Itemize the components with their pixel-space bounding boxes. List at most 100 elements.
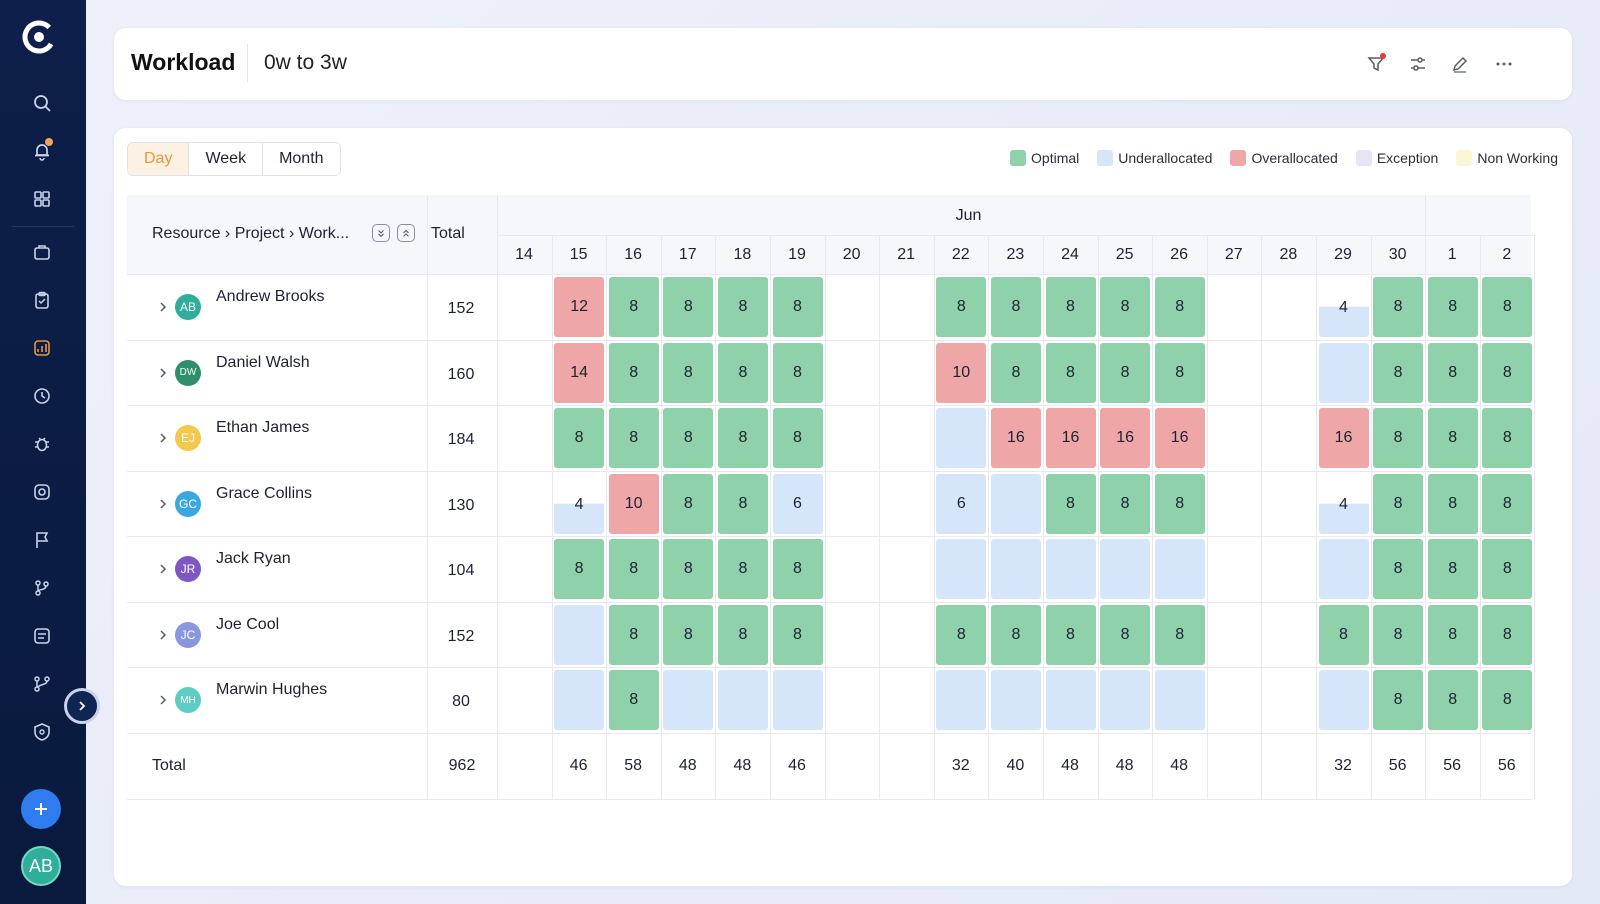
- resource-row[interactable]: JR Jack Ryan 104: [127, 536, 497, 602]
- allocation-cell[interactable]: 8: [608, 277, 659, 337]
- allocation-cell[interactable]: 8: [608, 539, 659, 599]
- date-range-label[interactable]: 0w to 3w: [264, 51, 347, 74]
- allocation-cell[interactable]: [990, 473, 1041, 534]
- allocation-cell[interactable]: [663, 670, 714, 730]
- allocation-cell[interactable]: [717, 670, 768, 730]
- allocation-cell[interactable]: 6: [772, 473, 823, 534]
- sliders-icon[interactable]: [1404, 50, 1432, 78]
- allocation-cell[interactable]: 8: [663, 277, 714, 337]
- allocation-cell[interactable]: 8: [1427, 670, 1478, 730]
- allocation-cell[interactable]: 6: [936, 473, 987, 534]
- allocation-cell[interactable]: 8: [1427, 342, 1478, 403]
- allocation-cell[interactable]: 8: [936, 604, 987, 665]
- allocation-cell[interactable]: 14: [554, 342, 605, 403]
- resource-row[interactable]: MH Marwin Hughes 80: [127, 667, 497, 733]
- allocation-cell[interactable]: 8: [608, 408, 659, 468]
- allocation-cell[interactable]: 8: [1482, 539, 1533, 599]
- view-week-button[interactable]: Week: [189, 143, 264, 175]
- collapse-all-button[interactable]: [397, 224, 415, 242]
- chevron-right-icon[interactable]: [156, 628, 170, 642]
- allocation-cell[interactable]: 4: [1318, 277, 1369, 337]
- allocation-cell[interactable]: 8: [1100, 604, 1151, 665]
- allocation-cell[interactable]: [1045, 539, 1096, 599]
- allocation-cell[interactable]: 8: [1373, 342, 1424, 403]
- allocation-cell[interactable]: [1318, 539, 1369, 599]
- allocation-cell[interactable]: 8: [990, 342, 1041, 403]
- chevron-right-icon[interactable]: [156, 431, 170, 445]
- edit-icon[interactable]: [1446, 50, 1474, 78]
- list-icon[interactable]: [28, 622, 56, 650]
- allocation-cell[interactable]: 8: [1373, 408, 1424, 468]
- allocation-cell[interactable]: 8: [1154, 473, 1205, 534]
- allocation-cell[interactable]: [1045, 670, 1096, 730]
- add-button[interactable]: [21, 789, 61, 829]
- allocation-cell[interactable]: 8: [1045, 277, 1096, 337]
- allocation-cell[interactable]: 8: [1045, 473, 1096, 534]
- more-options-icon[interactable]: [1490, 50, 1518, 78]
- allocation-cell[interactable]: [1100, 539, 1151, 599]
- allocation-cell[interactable]: [554, 604, 605, 665]
- allocation-cell[interactable]: 8: [1154, 277, 1205, 337]
- allocation-cell[interactable]: [990, 539, 1041, 599]
- allocation-cell[interactable]: 8: [1482, 604, 1533, 665]
- allocation-cell[interactable]: 8: [554, 408, 605, 468]
- allocation-cell[interactable]: 8: [1427, 408, 1478, 468]
- allocation-cell[interactable]: 8: [1318, 604, 1369, 665]
- allocation-cell[interactable]: 8: [1045, 604, 1096, 665]
- grid-icon[interactable]: [28, 185, 56, 213]
- filter-icon[interactable]: [1362, 50, 1390, 78]
- allocation-cell[interactable]: [990, 670, 1041, 730]
- resource-row[interactable]: DW Daniel Walsh 160: [127, 340, 497, 406]
- allocation-cell[interactable]: 8: [1373, 539, 1424, 599]
- allocation-cell[interactable]: 16: [1100, 408, 1151, 468]
- allocation-cell[interactable]: [936, 408, 987, 468]
- allocation-cell[interactable]: 8: [1373, 670, 1424, 730]
- resource-row[interactable]: GC Grace Collins 130: [127, 471, 497, 537]
- allocation-cell[interactable]: 10: [936, 342, 987, 403]
- chevron-right-icon[interactable]: [156, 693, 170, 707]
- allocation-cell[interactable]: 16: [1318, 408, 1369, 468]
- allocation-cell[interactable]: 16: [1154, 408, 1205, 468]
- allocation-cell[interactable]: [1154, 670, 1205, 730]
- allocation-cell[interactable]: 4: [554, 473, 605, 534]
- clipboard-icon[interactable]: [28, 286, 56, 314]
- view-month-button[interactable]: Month: [263, 143, 340, 175]
- allocation-cell[interactable]: 8: [772, 539, 823, 599]
- allocation-cell[interactable]: [1100, 670, 1151, 730]
- allocation-cell[interactable]: 8: [1482, 277, 1533, 337]
- view-day-button[interactable]: Day: [128, 143, 190, 175]
- chevron-right-icon[interactable]: [156, 497, 170, 511]
- allocation-cell[interactable]: 8: [1154, 604, 1205, 665]
- chevron-right-icon[interactable]: [156, 366, 170, 380]
- allocation-cell[interactable]: 16: [990, 408, 1041, 468]
- allocation-cell[interactable]: 10: [608, 473, 659, 534]
- clock-icon[interactable]: [28, 382, 56, 410]
- allocation-cell[interactable]: 8: [717, 277, 768, 337]
- allocation-cell[interactable]: 8: [772, 277, 823, 337]
- allocation-cell[interactable]: 8: [772, 408, 823, 468]
- allocation-cell[interactable]: [772, 670, 823, 730]
- camera-icon[interactable]: [28, 478, 56, 506]
- allocation-cell[interactable]: 8: [608, 670, 659, 730]
- allocation-cell[interactable]: 8: [608, 342, 659, 403]
- allocation-cell[interactable]: [936, 670, 987, 730]
- allocation-cell[interactable]: 8: [772, 604, 823, 665]
- branch-icon[interactable]: [28, 574, 56, 602]
- allocation-cell[interactable]: 8: [717, 408, 768, 468]
- allocation-cell[interactable]: 8: [1482, 473, 1533, 534]
- allocation-cell[interactable]: 8: [717, 473, 768, 534]
- bug-icon[interactable]: [28, 430, 56, 458]
- allocation-cell[interactable]: 8: [1427, 539, 1478, 599]
- allocation-cell[interactable]: [1154, 539, 1205, 599]
- chevron-right-icon[interactable]: [156, 562, 170, 576]
- allocation-cell[interactable]: 8: [663, 408, 714, 468]
- allocation-cell[interactable]: 8: [990, 277, 1041, 337]
- merge-icon[interactable]: [28, 670, 56, 698]
- resource-row[interactable]: JC Joe Cool 152: [127, 602, 497, 668]
- shield-icon[interactable]: [28, 718, 56, 746]
- allocation-cell[interactable]: [1318, 670, 1369, 730]
- expand-all-button[interactable]: [372, 224, 390, 242]
- allocation-cell[interactable]: 8: [1154, 342, 1205, 403]
- allocation-cell[interactable]: 8: [1373, 277, 1424, 337]
- allocation-cell[interactable]: 8: [1100, 342, 1151, 403]
